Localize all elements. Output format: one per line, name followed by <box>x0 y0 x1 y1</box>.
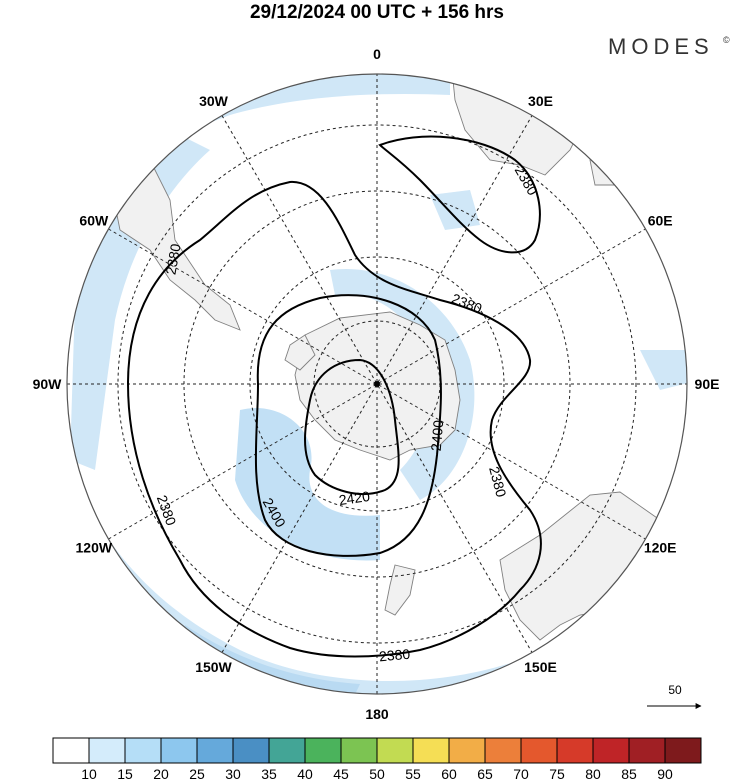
colorbar-swatch-11 <box>448 737 486 764</box>
brand-mark: © <box>723 35 730 45</box>
south-pole-marker <box>374 381 380 387</box>
colorbar-tick-75: 75 <box>549 766 565 782</box>
colorbar-tick-20: 20 <box>153 766 169 782</box>
wind-band-east-ne <box>430 190 480 230</box>
wind-ring-south <box>235 408 380 561</box>
longitude-label-30e: 30E <box>528 93 553 109</box>
colorbar-swatch-4 <box>196 737 234 764</box>
contour-2380-outer <box>126 180 542 658</box>
longitude-labels: 0 30E 60E 90E 120E 150E 180 150W 120W 90W 60W 30W <box>33 46 720 722</box>
contour-label-2400-a: 2400 <box>428 419 447 452</box>
colorbar-swatch-8 <box>340 737 378 764</box>
land-madagascar <box>589 149 626 186</box>
brand-logo: MODES © <box>608 34 730 59</box>
wind-reference: 50 <box>647 683 702 709</box>
colorbar-tick-30: 30 <box>225 766 241 782</box>
colorbar-tick-85: 85 <box>621 766 637 782</box>
colorbar-tick-70: 70 <box>513 766 529 782</box>
map-disk: 2380 2380 2380 2380 2380 2380 2400 2400 … <box>67 74 687 694</box>
map-title: 29/12/2024 00 UTC + 156 hrs <box>250 2 504 23</box>
colorbar-tick-50: 50 <box>369 766 385 782</box>
colorbar: 10 15 20 25 30 35 40 45 50 55 60 65 70 75 80 85 90 <box>52 737 702 782</box>
colorbar-swatch-6 <box>268 737 306 764</box>
wind-reference-label: 50 <box>668 683 682 697</box>
colorbar-tick-45: 45 <box>333 766 349 782</box>
colorbar-swatch-15 <box>592 737 630 764</box>
colorbar-tick-25: 25 <box>189 766 205 782</box>
colorbar-swatch-7 <box>304 737 342 764</box>
contour-2380-north <box>378 135 541 254</box>
colorbar-swatch-17 <box>664 737 702 764</box>
longitude-label-150w: 150W <box>195 659 232 675</box>
map-boundary <box>66 73 688 695</box>
colorbar-tick-65: 65 <box>477 766 493 782</box>
contour-2420 <box>304 358 400 495</box>
colorbar-swatch-2 <box>124 737 162 764</box>
land-south-america <box>109 159 241 331</box>
longitude-label-0: 0 <box>373 46 381 62</box>
colorbar-tick-80: 80 <box>585 766 601 782</box>
brand-name: MODES <box>608 34 714 59</box>
contour-label-2380-d: 2380 <box>486 465 510 499</box>
colorbar-swatch-16 <box>628 737 666 764</box>
longitude-label-90w: 90W <box>33 376 63 392</box>
colorbar-tick-40: 40 <box>297 766 313 782</box>
contour-label-2380-a: 2380 <box>162 242 183 276</box>
meridian-30 <box>221 115 533 653</box>
contour-2400 <box>254 294 442 557</box>
land-new-zealand <box>384 564 416 616</box>
colorbar-swatch-14 <box>556 737 594 764</box>
colorbar-swatch-0 <box>52 737 90 764</box>
longitude-label-90e: 90E <box>695 376 720 392</box>
wind-spot-east <box>640 350 687 390</box>
geopotential-contours <box>126 135 542 658</box>
colorbar-swatch-9 <box>376 737 414 764</box>
meridian-120 <box>108 228 646 540</box>
colorbar-tick-10: 10 <box>81 766 97 782</box>
meridian-150 <box>221 115 533 653</box>
wind-band-south-strong <box>180 625 360 694</box>
longitude-label-60w: 60W <box>79 213 109 229</box>
colorbar-swatch-12 <box>484 737 522 764</box>
meridian-60 <box>108 228 646 540</box>
colorbar-tick-35: 35 <box>261 766 277 782</box>
meridian-lines <box>67 74 687 694</box>
longitude-label-60e: 60E <box>648 213 673 229</box>
contour-label-2380-f: 2380 <box>378 646 411 665</box>
longitude-label-30w: 30W <box>199 93 229 109</box>
colorbar-tick-15: 15 <box>117 766 133 782</box>
longitude-label-180: 180 <box>365 706 389 722</box>
longitude-label-150e: 150E <box>524 659 557 675</box>
colorbar-tick-55: 55 <box>405 766 421 782</box>
colorbar-tick-60: 60 <box>441 766 457 782</box>
land-areas <box>109 74 666 641</box>
colorbar-tick-90: 90 <box>657 766 673 782</box>
colorbar-swatch-3 <box>160 737 198 764</box>
colorbar-swatch-13 <box>520 737 558 764</box>
colorbar-swatch-5 <box>232 737 270 764</box>
colorbar-swatch-10 <box>412 737 450 764</box>
contour-label-2420: 2420 <box>338 488 371 508</box>
colorbar-swatch-1 <box>88 737 126 764</box>
longitude-label-120e: 120E <box>644 540 677 556</box>
longitude-label-120w: 120W <box>76 540 113 556</box>
